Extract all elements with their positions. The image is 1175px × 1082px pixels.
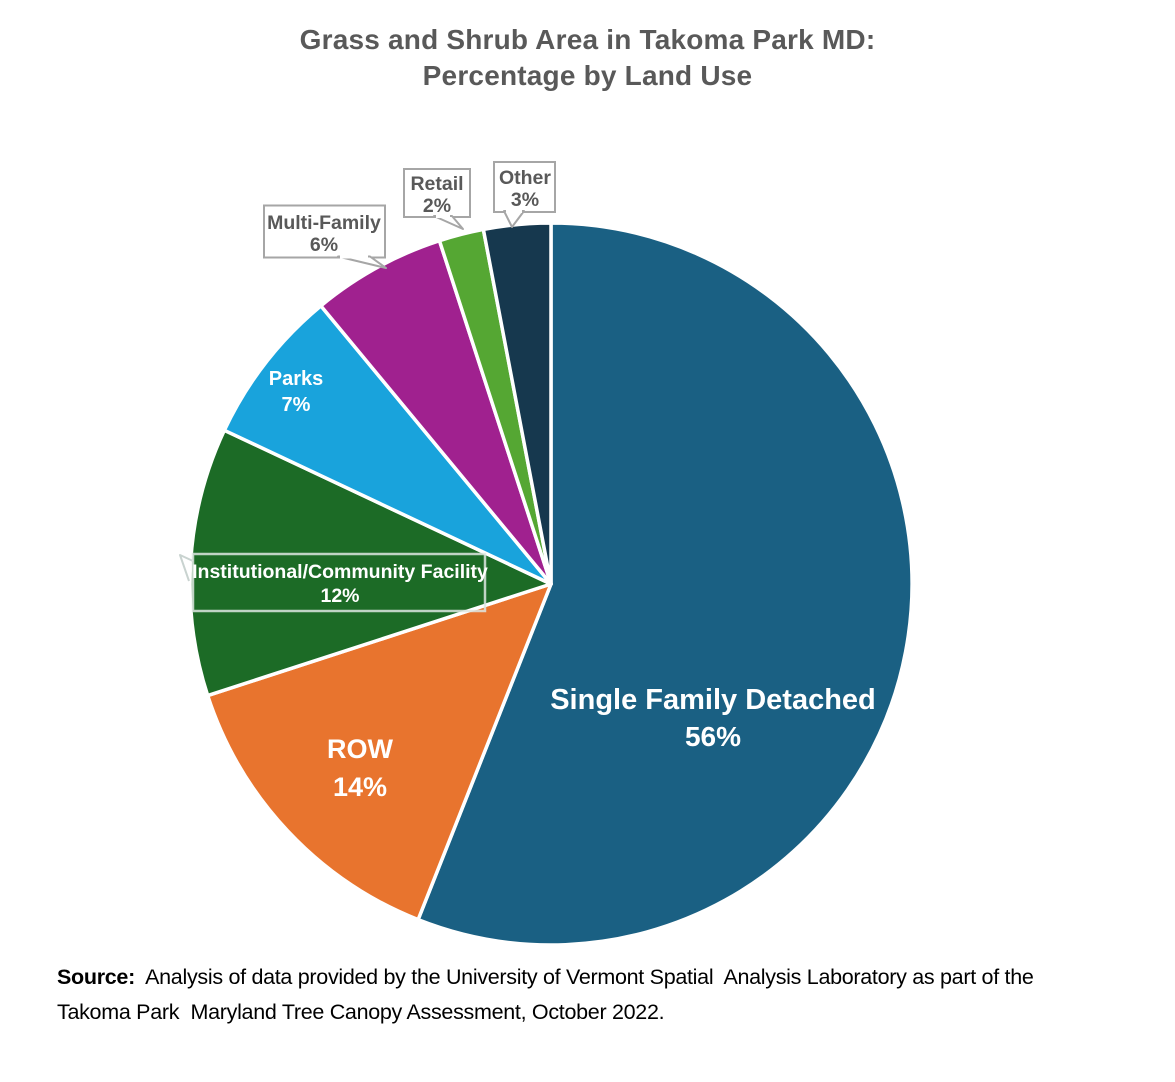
- callout-multi-family-pct: 6%: [310, 234, 338, 256]
- callout-retail-name: Retail: [410, 173, 463, 195]
- source-line1: Analysis of data provided by the Univers…: [134, 965, 1034, 989]
- callout-other-name: Other: [499, 167, 551, 189]
- pie-slices: [188, 221, 914, 947]
- label-institutional-community-facility: Institutional/Community Facility 12%: [179, 552, 488, 613]
- label-row: ROW 14%: [327, 734, 394, 802]
- multi-family-callout-box: [263, 204, 386, 259]
- institutional-callout-box: [191, 552, 487, 613]
- callout-retail-pct: 2%: [423, 195, 451, 217]
- pie-slice-institutional-community-facility: [188, 428, 553, 698]
- pie-slice-multi-family: [319, 238, 553, 586]
- label-parks: Parks 7%: [269, 368, 324, 416]
- label-parks-name: Parks: [269, 368, 324, 390]
- label-institutional-pct: 12%: [320, 585, 359, 607]
- pie-slice-parks: [222, 304, 553, 586]
- callout-retail: Retail 2%: [403, 168, 471, 230]
- callout-other: Other 3%: [493, 161, 556, 228]
- chart-title-line1: Grass and Shrub Area in Takoma Park MD:: [299, 24, 876, 55]
- label-single-family-detached-name: Single Family Detached: [550, 684, 876, 716]
- callout-other-pct: 3%: [511, 189, 539, 211]
- pie-slice-other: [481, 221, 553, 586]
- label-row-name: ROW: [327, 734, 394, 764]
- label-row-pct: 14%: [333, 772, 387, 802]
- chart-title-line2: Percentage by Land Use: [422, 60, 753, 91]
- pie-slice-single-family-detached: [416, 221, 914, 947]
- other-callout-box: [493, 161, 556, 213]
- source-line2: Takoma Park Maryland Tree Canopy Assessm…: [57, 1000, 665, 1024]
- label-parks-pct: 7%: [282, 394, 311, 416]
- callout-multi-family: Multi-Family 6%: [263, 204, 387, 269]
- callout-multi-family-name: Multi-Family: [267, 212, 381, 234]
- label-institutional-name: Institutional/Community Facility: [192, 561, 488, 583]
- label-single-family-detached-pct: 56%: [685, 721, 741, 752]
- institutional-callout-pointer: [179, 554, 194, 582]
- chart-title: Grass and Shrub Area in Takoma Park MD: …: [0, 22, 1175, 94]
- source-label: Source:: [57, 965, 135, 989]
- label-single-family-detached: Single Family Detached 56%: [550, 684, 876, 752]
- source-note: Source: Analysis of data provided by the…: [57, 960, 1137, 1030]
